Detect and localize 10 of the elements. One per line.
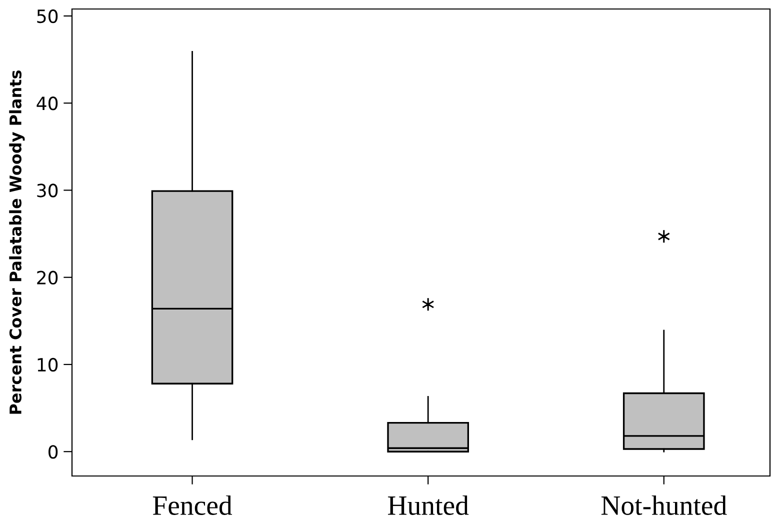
y-tick-label: 0 [48, 445, 58, 459]
y-tick-label: 50 [37, 9, 58, 24]
y-axis-title: Percent Cover Palatable Woody Plants [9, 70, 25, 414]
y-tick-label: 30 [37, 184, 58, 198]
y-tick-label: 10 [38, 358, 58, 372]
y-tick-label: 20 [37, 270, 58, 284]
x-tick-label: Not-hunted [601, 495, 727, 515]
x-tick-label: Fenced [152, 495, 232, 515]
x-tick-label: Hunted [388, 495, 469, 515]
y-tick-label: 40 [36, 96, 58, 110]
